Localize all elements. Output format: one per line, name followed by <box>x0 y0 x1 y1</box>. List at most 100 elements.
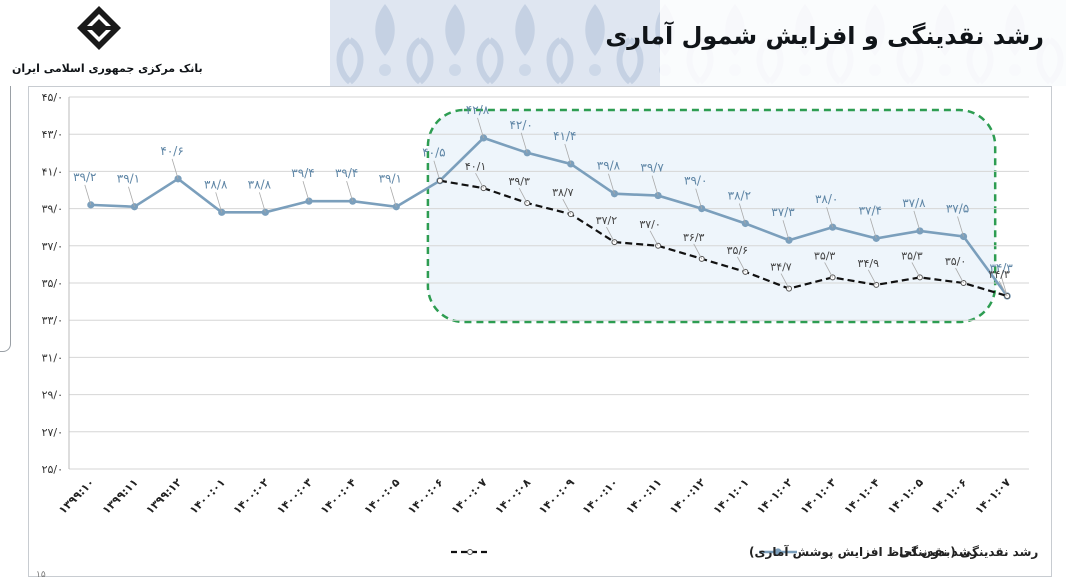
x-tick-label: ۱۴۰۰:۰۸ <box>493 476 534 517</box>
chart-frame: ۲۵/۰ ۲۷/۰ ۲۹/۰ ۳۱/۰ ۳۳/۰ ۳۵/۰ ۳۷/۰ ۳۹/۰ ۴۱/۰ ۴۳/۰… <box>28 86 1052 577</box>
legend-label-main: رشد نقدینگی <box>899 545 978 559</box>
data-point-main <box>654 191 662 200</box>
data-label-adjusted: ۳۵/۰ <box>945 255 966 268</box>
series-line-adjusted <box>439 179 1008 298</box>
data-label-adjusted: ۳۷/۰ <box>639 218 660 231</box>
y-tick-label: ۴۳/۰ <box>42 128 63 141</box>
data-label-leader <box>520 132 528 153</box>
data-point-main <box>87 201 95 209</box>
data-point-main <box>567 160 575 168</box>
x-tick-label: ۱۴۰۱:۰۶ <box>929 476 970 517</box>
ornament-pattern <box>0 0 1066 86</box>
x-tick-label: ۱۴۰۱:۰۱ <box>711 476 752 517</box>
data-label-adjusted: ۳۶/۳ <box>683 231 705 244</box>
legend-marker-adjusted <box>467 549 473 555</box>
series-line-main <box>90 136 1009 297</box>
data-label-adjusted: ۳۵/۳ <box>901 249 923 262</box>
data-label-leader <box>84 184 92 205</box>
data-label-main: ۳۹/۴ <box>291 166 314 180</box>
x-tick-label: ۱۴۰۰:۰۷ <box>449 476 490 517</box>
x-tick-label: ۱۳۹۹:۱۱ <box>100 476 141 517</box>
data-label-main: ۳۹/۱ <box>117 172 140 186</box>
data-label-main: ۳۹/۸ <box>597 159 621 173</box>
x-tick-label: ۱۴۰۱:۰۴ <box>842 476 883 517</box>
data-label-leader <box>955 267 964 284</box>
data-label-main: ۳۹/۷ <box>640 161 664 175</box>
data-label-adjusted: ۳۴/۹ <box>858 257 880 270</box>
data-label-leader <box>389 186 397 207</box>
data-label-leader <box>649 230 659 246</box>
x-tick-label: ۱۳۹۹:۱۲ <box>143 476 184 517</box>
x-tick-label: ۱۴۰۰:۰۱ <box>187 476 228 517</box>
y-tick-label: ۳۹/۰ <box>42 203 63 216</box>
bank-name: بانک مرکزی جمهوری اسلامی ایران <box>12 62 203 75</box>
x-tick-label: ۱۴۰۰:۰۹ <box>536 476 577 517</box>
data-label-adjusted: ۳۵/۳ <box>814 249 836 262</box>
data-label-main: ۳۷/۵ <box>946 202 969 216</box>
data-label-leader <box>562 198 572 215</box>
data-label-leader <box>433 160 441 181</box>
data-label-main: ۳۸/۲ <box>728 188 751 202</box>
y-tick-label: ۳۱/۰ <box>42 351 63 364</box>
data-point-main <box>916 227 924 235</box>
x-tick-label: ۱۴۰۰:۱۰ <box>580 476 621 517</box>
data-label-main: ۴۲/۸ <box>466 103 490 117</box>
highlight-region <box>426 108 997 324</box>
data-point-adjusted <box>1004 293 1011 300</box>
data-label-main: ۴۰/۶ <box>160 144 183 158</box>
central-bank-logo <box>77 6 121 50</box>
data-label-adjusted: ۳۸/۷ <box>552 186 574 199</box>
data-label-leader <box>693 243 703 260</box>
data-point-main <box>610 190 619 198</box>
y-tick-label: ۳۵/۰ <box>42 277 63 290</box>
data-label-main: ۳۸/۰ <box>815 192 838 206</box>
data-point-adjusted <box>436 177 443 184</box>
data-label-leader <box>518 187 528 204</box>
data-label-leader <box>913 210 921 232</box>
y-tick-label: ۲۷/۰ <box>42 426 63 439</box>
data-label-adjusted: ۳۴/۳ <box>988 268 1010 281</box>
y-tick-label: ۳۷/۰ <box>42 240 63 253</box>
x-tick-label: ۱۴۰۱:۰۷ <box>973 476 1014 517</box>
data-label-adjusted: ۴۰/۱ <box>465 160 486 173</box>
data-label-leader <box>171 158 179 179</box>
data-label-main: ۳۸/۸ <box>204 177 228 191</box>
data-label-leader <box>780 273 790 289</box>
x-tick-label: ۱۴۰۱:۰۵ <box>885 476 926 517</box>
data-label-leader <box>346 181 354 202</box>
data-label-leader <box>608 173 615 194</box>
data-point-main <box>479 134 488 142</box>
data-label-leader <box>867 269 877 286</box>
x-tick-label: ۱۴۰۰:۰۶ <box>405 476 446 517</box>
data-point-main <box>698 205 706 213</box>
data-label-main: ۳۷/۸ <box>902 196 926 210</box>
data-label-main: ۳۷/۳ <box>771 205 795 219</box>
x-tick-label: ۱۴۰۰:۰۵ <box>362 476 403 517</box>
y-tick-label: ۴۵/۰ <box>42 91 63 104</box>
data-label-leader <box>606 226 615 243</box>
data-point-main <box>261 208 269 216</box>
data-label-leader <box>1000 275 1008 297</box>
data-label-main: ۴۱/۴ <box>553 129 576 143</box>
data-label-leader <box>215 192 223 213</box>
data-label-leader <box>651 175 659 196</box>
data-label-main: ۳۹/۰ <box>684 174 707 188</box>
data-label-main: ۳۸/۸ <box>248 177 272 191</box>
line-chart: ۲۵/۰ ۲۷/۰ ۲۹/۰ ۳۱/۰ ۳۳/۰ ۳۵/۰ ۳۷/۰ ۳۹/۰ ۴۱/۰ ۴۳/۰… <box>42 91 1039 560</box>
data-point-main <box>218 208 226 216</box>
data-label-main: ۳۹/۱ <box>379 172 402 186</box>
legend-label-adjusted: رشد نقدینگی (بدون لحاظ افزایش پوشش آماری… <box>749 544 1038 560</box>
page-title: رشد نقدینگی و افزایش شمول آماری <box>605 22 1044 50</box>
header-banner: بانک مرکزی جمهوری اسلامی ایران رشد نقدین… <box>0 0 1066 86</box>
data-label-leader <box>824 262 833 278</box>
data-label-main: ۳۷/۴ <box>859 203 882 217</box>
data-label-leader <box>737 256 746 273</box>
data-label-adjusted: ۳۴/۷ <box>770 261 792 274</box>
data-label-main: ۳۹/۲ <box>73 170 96 184</box>
x-tick-label: ۱۴۰۱:۰۳ <box>798 476 839 517</box>
x-tick-label: ۱۴۰۰:۱۲ <box>667 476 708 517</box>
x-tick-label: ۱۴۰۰:۰۳ <box>274 476 315 517</box>
data-label-main: ۳۹/۴ <box>335 166 358 180</box>
data-label-main: ۴۰/۵ <box>422 146 445 160</box>
data-label-leader <box>869 218 877 239</box>
